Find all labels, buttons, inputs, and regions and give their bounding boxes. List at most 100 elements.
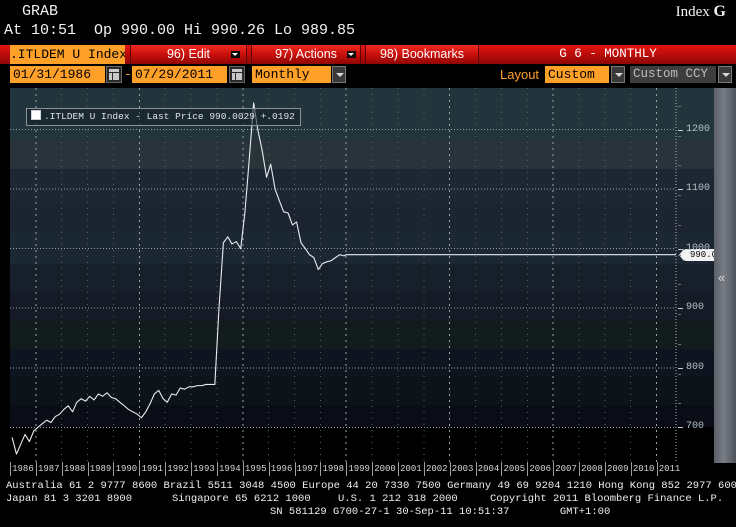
y-axis-minor-tick bbox=[678, 105, 681, 107]
x-axis-separator bbox=[527, 462, 529, 476]
y-axis-minor-tick bbox=[678, 165, 681, 167]
last-price-tag: 990.0029 bbox=[678, 248, 714, 261]
y-axis-label: 1200 bbox=[686, 123, 711, 135]
x-axis-label: 2011 bbox=[658, 464, 681, 474]
x-axis-label: 1991 bbox=[141, 464, 164, 474]
x-axis-separator bbox=[191, 462, 193, 476]
x-axis-separator bbox=[242, 462, 244, 476]
x-axis-label: 2001 bbox=[400, 464, 422, 474]
x-axis-separator bbox=[61, 462, 63, 476]
y-axis-label: 900 bbox=[686, 302, 705, 314]
chart-band bbox=[10, 168, 714, 201]
x-axis-separator bbox=[139, 462, 141, 476]
legend-color-swatch bbox=[31, 110, 41, 120]
x-axis-separator bbox=[656, 462, 658, 476]
x-axis-label: 1998 bbox=[322, 464, 345, 474]
x-axis-label: 2008 bbox=[581, 464, 603, 474]
chart-band bbox=[10, 138, 714, 169]
y-axis-tick bbox=[678, 248, 683, 250]
y-axis-tick bbox=[678, 129, 683, 131]
x-axis-label: 1999 bbox=[348, 464, 370, 474]
chart-title: G 6 - MONTHLY bbox=[559, 47, 657, 61]
status-header: GRAB At 10:51 Op 990.00 Hi 990.26 Lo 989… bbox=[0, 0, 736, 44]
footer-contact-info: Australia 61 2 9777 8600 Brazil 5511 304… bbox=[0, 480, 736, 527]
x-axis-separator bbox=[579, 462, 580, 476]
y-axis-label: 700 bbox=[686, 421, 705, 433]
x-axis-separator bbox=[165, 462, 167, 476]
y-axis-minor-tick bbox=[678, 284, 681, 286]
edit-chevron-down-icon[interactable] bbox=[231, 51, 240, 58]
chart-band bbox=[10, 292, 714, 321]
x-axis-label: 1993 bbox=[193, 464, 215, 474]
y-axis-minor-tick bbox=[678, 195, 681, 197]
x-axis-label: 1989 bbox=[89, 464, 112, 474]
x-axis-separator bbox=[630, 462, 632, 476]
y-axis-minor-tick bbox=[678, 135, 681, 137]
chart-band bbox=[10, 376, 714, 405]
end-date-input[interactable]: 07/29/2011 bbox=[132, 66, 227, 83]
x-axis-separator bbox=[320, 462, 322, 476]
layout-label: Layout bbox=[500, 67, 540, 82]
currency-select[interactable]: Custom CCY bbox=[630, 66, 716, 83]
chart-band bbox=[10, 200, 714, 233]
y-axis-label: 1000 bbox=[686, 242, 711, 254]
layout-chevron-down-icon[interactable] bbox=[611, 66, 625, 83]
x-axis-label: 2000 bbox=[374, 464, 396, 474]
x-axis-label: 1994 bbox=[219, 464, 241, 474]
chart-plot-area bbox=[10, 88, 677, 463]
x-axis-separator bbox=[10, 462, 11, 476]
chart-band bbox=[10, 320, 714, 349]
start-date-input[interactable]: 01/31/1986 bbox=[10, 66, 105, 83]
x-axis-label: 2005 bbox=[503, 464, 526, 474]
end-date-calendar-icon[interactable] bbox=[229, 66, 245, 83]
bookmarks-menu-button[interactable]: 98) Bookmarks bbox=[365, 45, 479, 64]
footer-copyright: Copyright 2011 Bloomberg Finance L.P. bbox=[490, 493, 724, 505]
y-axis-minor-tick bbox=[678, 224, 681, 226]
security-ticker-input[interactable]: .ITLDEM U Index bbox=[10, 45, 125, 64]
y-axis-tick bbox=[678, 427, 683, 429]
x-axis-separator bbox=[553, 462, 555, 476]
y-axis-minor-tick bbox=[678, 343, 681, 345]
currency-chevron-down-icon[interactable] bbox=[718, 66, 732, 83]
x-axis-label: 2006 bbox=[529, 464, 551, 474]
x-axis-label: 1996 bbox=[270, 464, 293, 474]
x-axis-separator bbox=[87, 462, 89, 476]
x-axis-label: 1992 bbox=[167, 464, 189, 474]
x-axis-label: 1995 bbox=[244, 464, 267, 474]
y-axis-minor-tick bbox=[678, 254, 681, 256]
x-axis-separator bbox=[216, 462, 218, 476]
footer-line-1: Australia 61 2 9777 8600 Brazil 5511 304… bbox=[6, 480, 736, 492]
actions-chevron-down-icon[interactable] bbox=[347, 51, 356, 58]
periodicity-select[interactable]: Monthly bbox=[252, 66, 331, 83]
y-axis-minor-tick bbox=[678, 403, 681, 405]
start-date-calendar-icon[interactable] bbox=[106, 66, 122, 83]
collapse-left-icon[interactable]: « bbox=[718, 270, 726, 285]
x-axis-separator bbox=[475, 462, 477, 476]
x-axis-separator bbox=[397, 462, 399, 476]
grab-label: GRAB bbox=[22, 3, 59, 20]
chart-band bbox=[10, 264, 714, 293]
edit-menu-button[interactable]: 96) Edit bbox=[130, 45, 247, 64]
x-axis-separator bbox=[35, 462, 37, 476]
layout-select[interactable]: Custom bbox=[545, 66, 609, 83]
x-axis-label: 1988 bbox=[63, 464, 86, 474]
chart-band bbox=[10, 427, 714, 463]
footer-japan: Japan 81 3 3201 8900 bbox=[6, 493, 133, 505]
market-sector-label: Index bbox=[675, 4, 710, 20]
periodicity-chevron-down-icon[interactable] bbox=[332, 66, 346, 83]
chart-background-bands bbox=[10, 88, 714, 463]
x-axis-separator bbox=[372, 462, 374, 476]
actions-menu-button[interactable]: 97) Actions bbox=[251, 45, 361, 64]
legend-label: .ITLDEM U Index - Last Price 990.0029 +.… bbox=[44, 111, 295, 122]
x-axis-label: 2009 bbox=[606, 464, 629, 474]
x-axis-label: 2002 bbox=[425, 464, 448, 474]
chart-band bbox=[10, 348, 714, 377]
y-axis-label: 800 bbox=[686, 361, 705, 373]
chart-legend[interactable]: .ITLDEM U Index - Last Price 990.0029 +.… bbox=[26, 108, 301, 126]
date-range-separator: - bbox=[124, 67, 132, 82]
x-axis: 1986 1987 1988 1989 1990 1991 1992 1993 1994 1995… bbox=[10, 462, 714, 479]
panel-collapse-scrollbar[interactable]: « bbox=[714, 88, 736, 463]
price-chart[interactable]: .ITLDEM U Index - Last Price 990.0029 +.… bbox=[10, 88, 714, 463]
x-axis-separator bbox=[604, 462, 606, 476]
